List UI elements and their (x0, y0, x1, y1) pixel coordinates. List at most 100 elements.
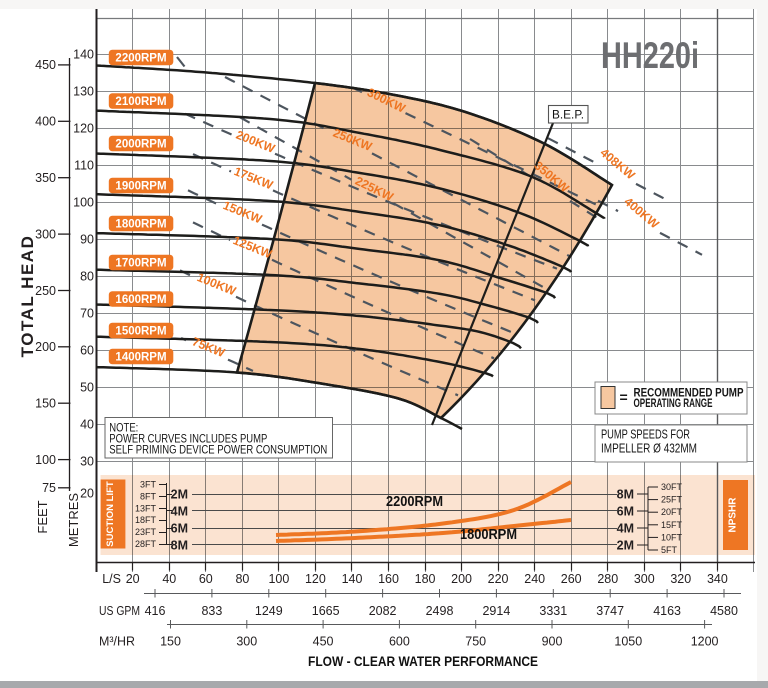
svg-text:FLOW - CLEAR WATER PERFORMANCE: FLOW - CLEAR WATER PERFORMANCE (308, 654, 538, 669)
svg-text:8M: 8M (617, 487, 634, 501)
svg-text:4M: 4M (617, 521, 634, 535)
svg-text:B.E.P.: B.E.P. (552, 109, 584, 121)
svg-text:RECOMMENDED PUMP: RECOMMENDED PUMP (634, 386, 744, 400)
svg-text:2M: 2M (617, 538, 634, 552)
svg-text:450: 450 (313, 635, 334, 649)
svg-text:TOTAL HEAD: TOTAL HEAD (18, 235, 37, 358)
svg-text:416: 416 (145, 604, 166, 618)
svg-text:5FT: 5FT (661, 545, 678, 555)
svg-text:50: 50 (80, 381, 94, 395)
svg-text:3331: 3331 (539, 604, 567, 618)
svg-text:2082: 2082 (369, 604, 397, 618)
svg-text:40: 40 (80, 418, 94, 432)
svg-text:160: 160 (378, 572, 399, 586)
svg-text:300: 300 (236, 635, 257, 649)
svg-text:60: 60 (199, 572, 213, 586)
svg-text:80: 80 (80, 270, 94, 284)
svg-text:1800RPM: 1800RPM (115, 219, 166, 231)
svg-text:4580: 4580 (710, 604, 738, 618)
svg-text:75: 75 (42, 481, 56, 495)
svg-text:70: 70 (80, 307, 94, 321)
svg-text:90: 90 (80, 233, 94, 247)
svg-text:SELF PRIMING DEVICE POWER CONS: SELF PRIMING DEVICE POWER CONSUMPTION (109, 445, 327, 457)
svg-text:750: 750 (465, 635, 486, 649)
svg-text:US GPM: US GPM (99, 604, 140, 618)
svg-text:4163: 4163 (653, 604, 681, 618)
svg-text:450: 450 (35, 58, 56, 72)
svg-text:1900RPM: 1900RPM (115, 181, 166, 193)
svg-text:100: 100 (35, 453, 56, 467)
svg-text:250: 250 (35, 284, 56, 298)
svg-text:2100RPM: 2100RPM (115, 96, 166, 108)
svg-text:1600RPM: 1600RPM (115, 294, 166, 306)
svg-text:280: 280 (597, 572, 618, 586)
svg-text:15FT: 15FT (661, 520, 683, 530)
svg-text:200: 200 (451, 572, 472, 586)
svg-text:PUMP SPEEDS FOR: PUMP SPEEDS FOR (601, 428, 690, 442)
svg-text:13FT: 13FT (135, 503, 157, 513)
svg-text:1700RPM: 1700RPM (115, 258, 166, 270)
svg-text:2498: 2498 (426, 604, 454, 618)
svg-text:340: 340 (707, 572, 728, 586)
svg-text:3FT: 3FT (140, 480, 157, 490)
svg-text:140: 140 (73, 48, 94, 62)
svg-text:20: 20 (126, 572, 140, 586)
svg-text:80: 80 (235, 572, 249, 586)
svg-text:1400RPM: 1400RPM (115, 352, 166, 364)
svg-text:2914: 2914 (482, 604, 510, 618)
svg-text:300: 300 (35, 227, 56, 241)
svg-text:8FT: 8FT (140, 491, 157, 501)
svg-text:METRES: METRES (66, 493, 81, 548)
svg-text:IMPELLER Ø 432MM: IMPELLER Ø 432MM (601, 442, 697, 456)
svg-text:1800RPM: 1800RPM (460, 527, 517, 543)
svg-text:1665: 1665 (312, 604, 340, 618)
svg-text:40: 40 (162, 572, 176, 586)
svg-text:240: 240 (524, 572, 545, 586)
svg-text:M³/HR: M³/HR (99, 635, 135, 649)
svg-text:4M: 4M (171, 504, 188, 518)
svg-text:60: 60 (80, 344, 94, 358)
svg-text:28FT: 28FT (135, 539, 157, 549)
svg-text:HH220i: HH220i (601, 35, 699, 76)
svg-text:FEET: FEET (35, 500, 50, 533)
svg-text:8M: 8M (171, 538, 188, 552)
svg-text:18FT: 18FT (135, 515, 157, 525)
svg-text:900: 900 (542, 635, 563, 649)
svg-text:320: 320 (670, 572, 691, 586)
svg-text:1200: 1200 (691, 635, 719, 649)
svg-text:6M: 6M (617, 504, 634, 518)
svg-text:180: 180 (415, 572, 436, 586)
svg-text:SUCTION LIFT: SUCTION LIFT (105, 481, 116, 547)
svg-text:150: 150 (160, 635, 181, 649)
svg-text:130: 130 (73, 85, 94, 99)
svg-text:1050: 1050 (614, 635, 642, 649)
svg-text:600: 600 (389, 635, 410, 649)
svg-text:260: 260 (561, 572, 582, 586)
svg-text:120: 120 (73, 122, 94, 136)
svg-text:23FT: 23FT (135, 527, 157, 537)
svg-text:25FT: 25FT (661, 495, 683, 505)
svg-text:20: 20 (80, 487, 94, 501)
svg-text:L/S: L/S (102, 572, 121, 586)
svg-text:6M: 6M (171, 521, 188, 535)
svg-text:NPSHR: NPSHR (728, 497, 739, 533)
svg-text:100: 100 (268, 572, 289, 586)
svg-text:OPERATING RANGE: OPERATING RANGE (634, 396, 713, 410)
svg-text:200: 200 (35, 340, 56, 354)
svg-text:300: 300 (634, 572, 655, 586)
svg-text:2M: 2M (171, 487, 188, 501)
svg-text:350: 350 (35, 171, 56, 185)
svg-text:2200RPM: 2200RPM (115, 53, 166, 65)
svg-text:=: = (620, 389, 628, 405)
svg-text:POWER CURVES INCLUDES PUMP: POWER CURVES INCLUDES PUMP (109, 434, 267, 446)
svg-text:30: 30 (80, 455, 94, 469)
svg-text:20FT: 20FT (661, 507, 683, 517)
svg-text:2000RPM: 2000RPM (115, 139, 166, 151)
svg-text:220: 220 (488, 572, 509, 586)
svg-text:400: 400 (35, 115, 56, 129)
svg-text:30FT: 30FT (661, 482, 683, 492)
svg-text:140: 140 (342, 572, 363, 586)
svg-text:110: 110 (74, 159, 94, 173)
svg-text:2200RPM: 2200RPM (386, 494, 443, 510)
svg-text:100: 100 (73, 196, 94, 210)
